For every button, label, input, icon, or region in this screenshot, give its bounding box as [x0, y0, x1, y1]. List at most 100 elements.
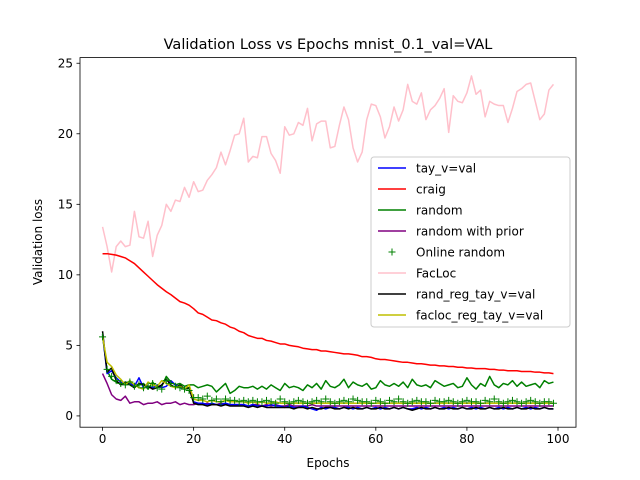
series-online-random-point-48	[317, 398, 325, 406]
series-online-random-point-58	[363, 398, 371, 406]
series-online-random-point-3	[112, 377, 120, 385]
series-facloc-line	[101, 75, 555, 273]
series-online-random-point-66	[399, 398, 407, 406]
x-tick-label-0: 0	[99, 432, 107, 446]
x-tick-label-60: 60	[368, 432, 383, 446]
series-online-random-point-80	[463, 396, 471, 404]
series-online-random-point-73	[431, 396, 439, 404]
series-online-random-point-22	[199, 395, 207, 403]
x-tick-label-40: 40	[277, 432, 292, 446]
series-online-random-point-69	[413, 396, 421, 404]
series-online-random-point-60	[372, 396, 380, 404]
legend-label-random: random	[416, 203, 463, 217]
series-online-random-point-19	[185, 387, 193, 395]
series-online-random-point-15	[167, 379, 175, 387]
series-online-random-point-63	[385, 396, 393, 404]
series-online-random-point-4	[117, 379, 125, 387]
series-online-random-point-92	[518, 399, 526, 407]
series-online-random-point-0	[99, 333, 107, 341]
series-online-random-point-26	[217, 398, 225, 406]
series-online-random-point-6	[126, 378, 134, 386]
y-tick-label-5: 5	[65, 339, 73, 353]
series-online-random-point-59	[367, 399, 375, 407]
series-online-random-point-43	[294, 396, 302, 404]
series-online-random-point-23	[203, 392, 211, 400]
series-online-random-point-38	[272, 399, 280, 407]
series-online-random-point-31	[240, 396, 248, 404]
series-online-random-point-9	[140, 384, 148, 392]
series-online-random-point-53	[340, 396, 348, 404]
series-online-random-point-25	[212, 395, 220, 403]
series-online-random-point-27	[222, 395, 230, 403]
series-online-random-point-87	[495, 398, 503, 406]
y-tick-label-15: 15	[58, 198, 73, 212]
series-online-random-point-51	[331, 399, 339, 407]
series-online-random-point-44	[299, 398, 307, 406]
legend-label-facloc: FacLoc	[416, 266, 456, 280]
y-axis-label: Validation loss	[31, 199, 45, 285]
series-online-random-point-83	[477, 399, 485, 407]
series-online-random-point-32	[244, 398, 252, 406]
series-online-random-point-98	[545, 398, 553, 406]
y-tick-label-25: 25	[58, 56, 73, 70]
legend-label-facloc-reg-tay-v-val: facloc_reg_tay_v=val	[416, 308, 543, 322]
chart-title: Validation Loss vs Epochs mnist_0.1_val=…	[164, 37, 493, 53]
series-online-random-point-68	[408, 398, 416, 406]
series-online-random-point-45	[304, 399, 312, 407]
series-online-random-point-41	[285, 399, 293, 407]
series-online-random-point-5	[121, 381, 129, 389]
series-online-random-point-75	[440, 398, 448, 406]
series-online-random-point-11	[149, 379, 157, 387]
y-tick-label-20: 20	[58, 127, 73, 141]
series-online-random-point-65	[395, 395, 403, 403]
series-layer	[99, 75, 557, 412]
series-facloc-reg-tay-v-val-line	[101, 336, 554, 404]
series-rand-reg-tay-v-val-line	[101, 331, 554, 412]
series-online-random-point-2	[108, 372, 116, 380]
series-online-random-point-55	[349, 395, 357, 403]
x-tick-label-80: 80	[459, 432, 474, 446]
series-online-random-point-62	[381, 399, 389, 407]
x-tick-label-100: 100	[547, 432, 570, 446]
series-online-random-point-93	[522, 398, 530, 406]
x-tick-label-20: 20	[186, 432, 201, 446]
series-online-random-point-77	[449, 398, 457, 406]
x-axis-label: Epochs	[307, 456, 350, 470]
series-online-random-point-95	[531, 398, 539, 406]
series-online-random-point-86	[490, 395, 498, 403]
series-online-random-point-8	[135, 381, 143, 389]
series-online-random-point-56	[354, 396, 362, 404]
legend-label-online-random: Online random	[416, 245, 505, 259]
y-tick-label-10: 10	[58, 268, 73, 282]
series-online-random-point-39	[276, 395, 284, 403]
series-online-random-point-54	[344, 398, 352, 406]
series-online-random-point-18	[181, 385, 189, 393]
series-online-random-point-88	[499, 399, 507, 407]
axes-layer: 0 20 40 60 80 100 0 5 10 15 20 25	[58, 56, 577, 446]
series-online-random-point-13	[158, 385, 166, 393]
series-online-random-point-36	[263, 396, 271, 404]
series-online-random-point-78	[454, 399, 462, 407]
series-online-random-point-79	[458, 398, 466, 406]
series-online-random-point-52	[335, 398, 343, 406]
series-online-random-point-50	[326, 398, 334, 406]
y-tick-label-0: 0	[65, 409, 73, 423]
series-online-random-point-37	[267, 398, 275, 406]
series-online-random-point-17	[176, 384, 184, 392]
series-online-random-point-49	[322, 395, 330, 403]
series-online-random-point-91	[513, 398, 521, 406]
legend-marker-online-random	[388, 248, 396, 256]
series-random-with-prior-line	[101, 373, 554, 407]
series-online-random-point-10	[144, 382, 152, 390]
series-online-random-point-16	[171, 382, 179, 390]
series-online-random-point-29	[231, 396, 239, 404]
series-online-random-point-21	[194, 394, 202, 402]
series-online-random-point-67	[404, 399, 412, 407]
series-online-random-point-84	[481, 396, 489, 404]
series-online-random-point-42	[290, 398, 298, 406]
series-online-random-point-61	[376, 398, 384, 406]
series-online-random-point-30	[235, 398, 243, 406]
legend-label-random-with-prior: random with prior	[416, 224, 524, 238]
